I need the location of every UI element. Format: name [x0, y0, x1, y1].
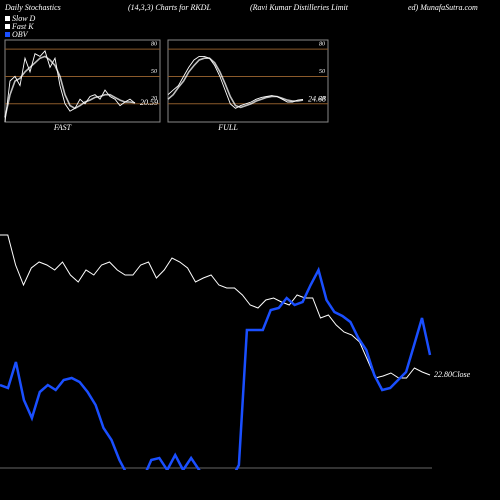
legend-swatch — [5, 32, 10, 37]
y-tick-label: 20 — [151, 96, 157, 102]
y-tick-label: 80 — [151, 41, 157, 47]
legend-entry: Fast K — [11, 22, 34, 31]
y-tick-label: 50 — [151, 69, 157, 75]
series-line — [167, 57, 304, 109]
last-value-label: 20.59 — [140, 98, 158, 107]
last-value-label: 24.68 — [308, 94, 326, 103]
series-line — [4, 50, 136, 123]
legend-entry: Slow D — [12, 14, 36, 23]
close-value: 22.80 — [434, 370, 452, 379]
panel-title: FAST — [53, 123, 72, 132]
y-tick-label: 20 — [319, 96, 325, 102]
series-line — [4, 55, 136, 118]
y-tick-label: 50 — [319, 69, 325, 75]
series-line — [0, 266, 432, 470]
legend-swatch — [5, 16, 10, 21]
panel-frame — [167, 39, 329, 123]
header-text: ed) MunafaSutra.com — [408, 3, 478, 12]
legend-swatch — [5, 24, 10, 29]
series-line — [167, 55, 304, 109]
legend-entry: OBV — [12, 30, 29, 39]
panel-frame — [4, 39, 161, 123]
y-tick-label: 80 — [319, 41, 325, 47]
close-label: 22.80Close — [434, 370, 471, 379]
header-text: Daily Stochastics — [4, 3, 61, 12]
panel-title: FULL — [217, 123, 238, 132]
close-name: Close — [452, 370, 471, 379]
header-text: (14,3,3) Charts for RKDL — [128, 3, 211, 12]
series-line — [0, 234, 431, 379]
main-plot — [0, 234, 432, 470]
header-text: (Ravi Kumar Distilleries Limit — [250, 3, 349, 12]
